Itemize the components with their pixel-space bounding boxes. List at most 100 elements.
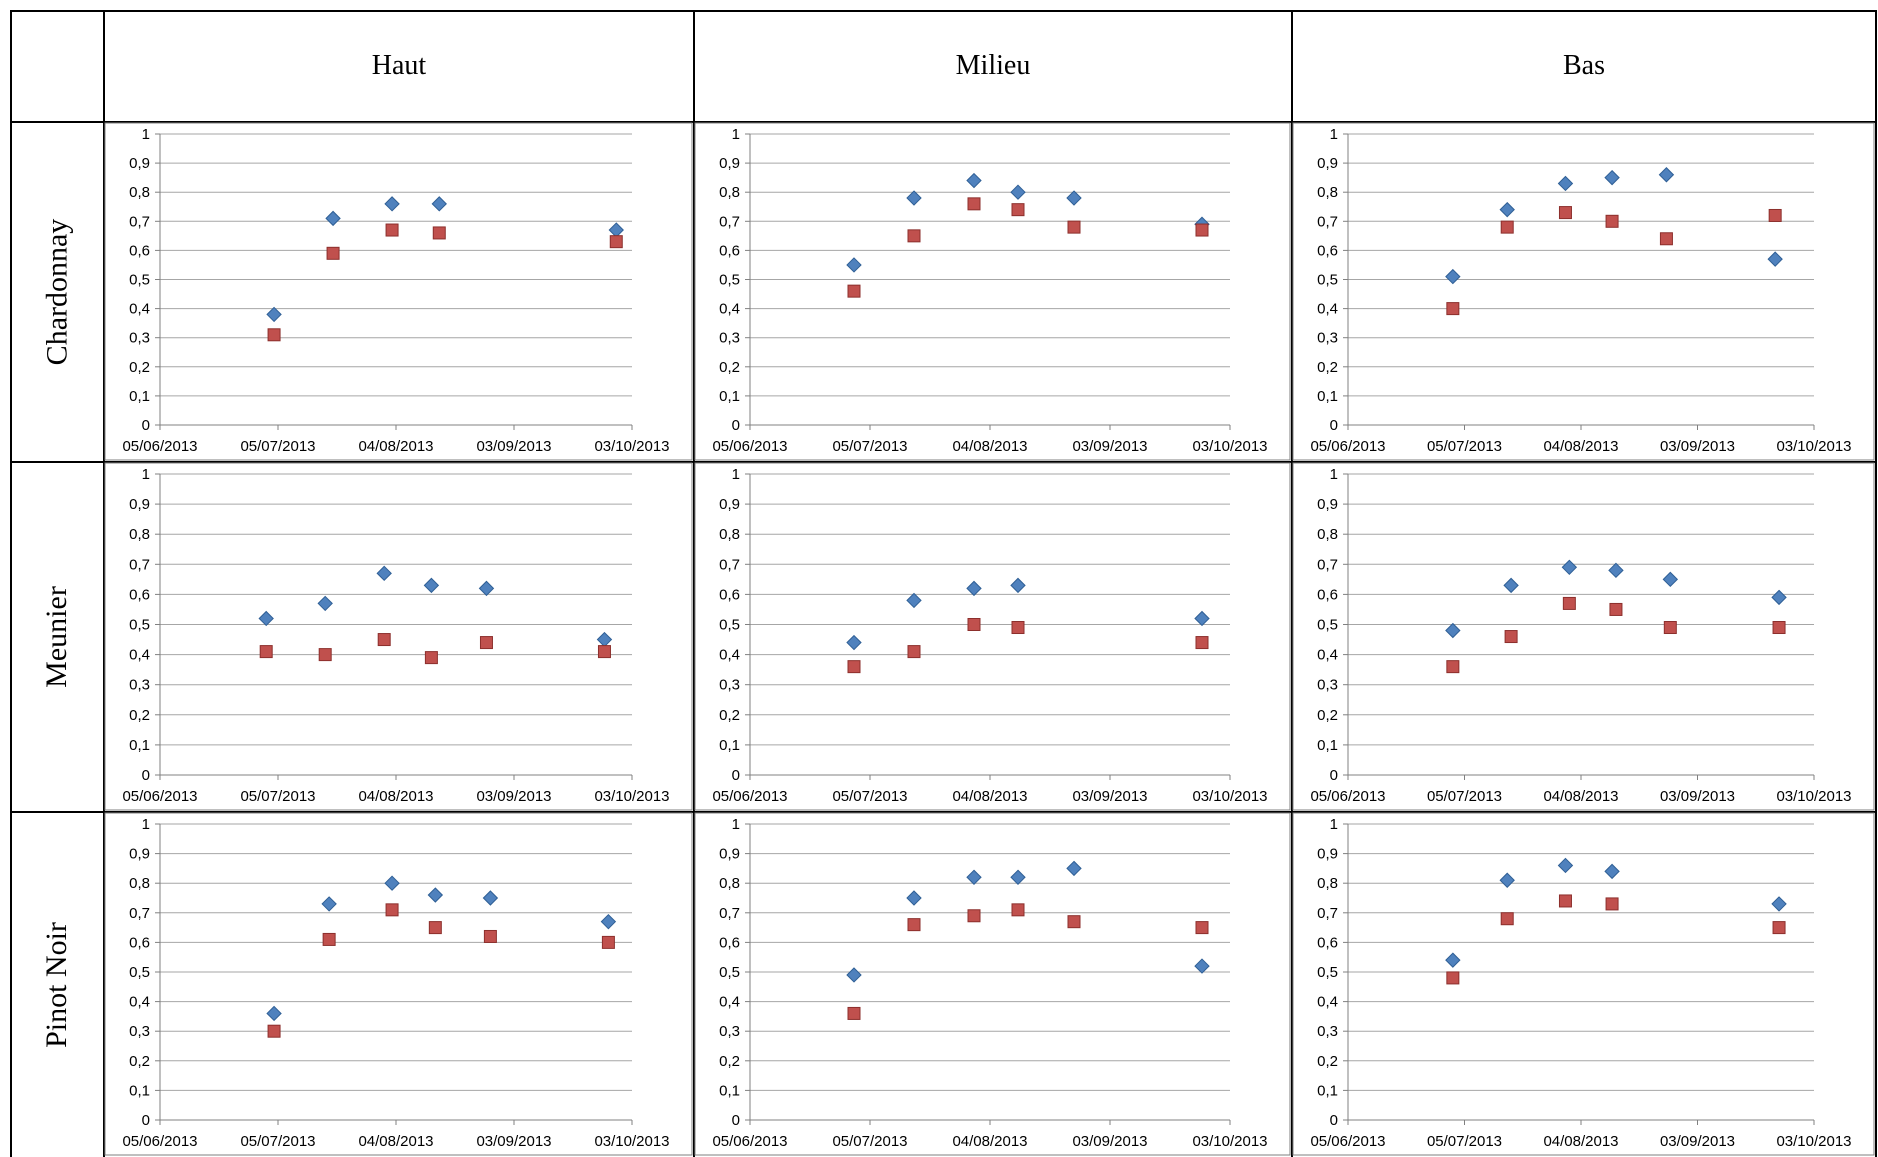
data-point-series-1-diamond [1608,562,1624,579]
data-point-series-1-diamond [384,196,400,212]
x-tick-label: 05/07/2013 [832,1133,907,1150]
data-point-series-2-square [1562,596,1576,610]
y-tick-label: 1 [732,466,740,483]
y-tick-label: 0,3 [1317,330,1338,347]
data-point-series-2-square [1195,636,1209,650]
data-point-series-1-diamond [1445,952,1461,968]
y-tick-label: 0,4 [1317,647,1338,664]
table-border-top [10,10,1876,12]
y-tick-label: 0 [732,1112,740,1129]
y-tick-label: 0,2 [719,707,740,724]
data-point-series-1-diamond [1771,896,1787,912]
y-tick-label: 0,7 [129,213,150,230]
data-point-series-1-diamond [266,306,282,323]
scatter-panel-pinot-noir-milieu: 0 0,1 0,2 0,3 0,4 0,5 0,6 0,7 0,8 0,9 1 05/06/2013 0… [694,812,1291,1156]
data-point-series-2-square [267,1024,281,1038]
y-tick-label: 0 [1330,767,1338,784]
y-tick-label: 0,1 [129,1082,150,1099]
x-tick-label: 04/08/2013 [952,438,1027,455]
data-point-series-2-square [907,645,921,659]
chart-frame [104,462,693,811]
scatter-panel-chardonnay-haut: 0 0,1 0,2 0,3 0,4 0,5 0,6 0,7 0,8 0,9 1 05/06/2013 0… [104,122,693,461]
scatter-panel-meunier-milieu: 0 0,1 0,2 0,3 0,4 0,5 0,6 0,7 0,8 0,9 1 05/06/2013 0… [694,462,1291,811]
y-tick-label: 0,7 [1317,905,1338,922]
scatter-panel-pinot-noir-haut: 0 0,1 0,2 0,3 0,4 0,5 0,6 0,7 0,8 0,9 1 05/06/2013 0… [104,812,693,1156]
data-point-series-1-diamond [966,172,982,189]
y-tick-label: 0,6 [719,586,740,603]
y-tick-label: 1 [142,816,150,833]
y-tick-label: 0,4 [719,301,740,318]
data-point-series-2-square [1446,660,1460,674]
y-tick-label: 0,7 [719,213,740,230]
data-point-series-2-square [377,633,391,647]
x-tick-label: 03/09/2013 [1660,1133,1735,1150]
data-point-series-1-diamond [846,634,862,651]
data-point-series-1-diamond [321,896,337,912]
y-tick-label: 0,3 [129,1023,150,1040]
scatter-panel-pinot-noir-bas: 0 0,1 0,2 0,3 0,4 0,5 0,6 0,7 0,8 0,9 1 05/06/2013 0… [1292,812,1875,1156]
data-point-series-2-square [432,226,446,240]
data-point-series-1-diamond [1557,857,1574,874]
scatter-panel-meunier-bas: 0 0,1 0,2 0,3 0,4 0,5 0,6 0,7 0,8 0,9 1 05/06/2013 0… [1292,462,1875,811]
x-tick-label: 04/08/2013 [358,788,433,805]
data-point-series-2-square [1011,621,1025,635]
table-border-col-1 [693,10,695,1157]
y-tick-label: 0,2 [129,707,150,724]
x-tick-label: 04/08/2013 [1543,788,1618,805]
x-tick-label: 03/09/2013 [476,788,551,805]
chart-frame [104,812,693,1156]
data-point-series-1-diamond [1445,622,1461,639]
y-tick-label: 0,2 [129,359,150,376]
data-point-series-1-diamond [427,887,444,903]
y-tick-label: 0,3 [129,677,150,694]
y-tick-label: 0,5 [129,272,150,289]
y-tick-label: 0,8 [1317,875,1338,892]
y-tick-label: 0,2 [129,1053,150,1070]
data-point-series-1-diamond [325,210,341,227]
x-tick-label: 05/06/2013 [122,438,197,455]
y-tick-label: 0 [142,417,150,434]
scatter-panel-chardonnay-milieu: 0 0,1 0,2 0,3 0,4 0,5 0,6 0,7 0,8 0,9 1 05/06/2013 0… [694,122,1291,461]
chart-frame [1292,122,1875,461]
data-point-series-1-diamond [1604,863,1620,880]
data-point-series-2-square [609,235,623,249]
data-point-series-1-diamond [906,190,922,206]
y-tick-label: 0,9 [719,496,740,513]
data-point-series-2-square [1500,912,1514,926]
data-point-series-1-diamond [1066,190,1082,206]
data-point-series-2-square [847,284,861,298]
row-header-chardonnay: Chardonnay [10,122,104,462]
y-tick-label: 0,2 [1317,359,1338,376]
chart-frame [104,122,693,461]
column-header-milieu: Milieu [955,50,1031,81]
data-point-series-1-diamond [1767,251,1783,267]
x-tick-label: 03/10/2013 [594,438,669,455]
y-tick-label: 0,9 [129,155,150,172]
data-point-series-1-diamond [1010,184,1026,200]
data-point-series-1-diamond [478,580,495,597]
data-point-series-2-square [1609,602,1623,616]
x-tick-label: 03/10/2013 [1192,1133,1267,1150]
y-tick-label: 0,8 [719,184,740,201]
y-tick-label: 0,4 [129,301,150,318]
x-tick-label: 03/09/2013 [476,1133,551,1150]
y-tick-label: 0,4 [1317,301,1338,318]
y-tick-label: 0 [732,767,740,784]
data-point-series-2-square [601,935,615,949]
data-point-series-2-square [967,618,981,631]
y-tick-label: 0,5 [1317,272,1338,289]
data-point-series-2-square [1663,621,1677,635]
y-tick-label: 0,1 [1317,737,1338,754]
data-point-series-1-diamond [317,595,333,612]
scatter-panel-chardonnay-bas: 0 0,1 0,2 0,3 0,4 0,5 0,6 0,7 0,8 0,9 1 05/06/2013 0… [1292,122,1875,461]
data-point-series-1-diamond [423,577,440,594]
y-tick-label: 0,8 [719,875,740,892]
y-tick-label: 0,3 [719,677,740,694]
data-point-series-1-diamond [258,610,274,627]
y-tick-label: 0,6 [129,934,150,951]
data-point-series-2-square [907,918,921,932]
y-tick-label: 0,1 [129,388,150,405]
data-point-series-1-diamond [1503,577,1519,594]
table-border-col-0 [103,10,105,1157]
data-point-series-2-square [1446,302,1460,316]
